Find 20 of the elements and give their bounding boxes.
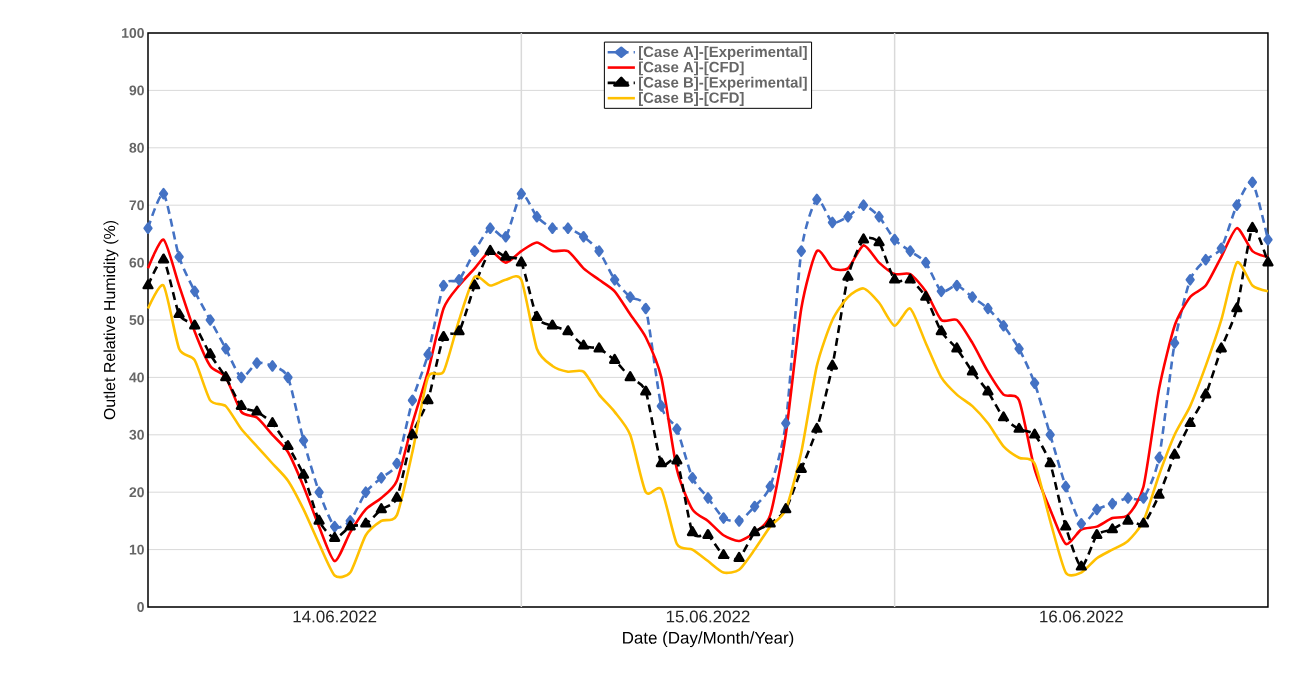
y-tick-label: 100 bbox=[122, 28, 144, 38]
y-tick-label: 0 bbox=[137, 602, 144, 612]
x-tick-label: 15.06.2022 bbox=[666, 610, 750, 623]
x-tick-label: 16.06.2022 bbox=[1040, 610, 1123, 623]
x-tick-label: 14.06.2022 bbox=[293, 610, 377, 623]
legend-label: [Case B]-[Experimental] bbox=[639, 76, 807, 91]
y-tick-label: 30 bbox=[129, 429, 144, 440]
legend-label: [Case B]-[CFD] bbox=[639, 92, 744, 106]
y-tick-label: 40 bbox=[129, 372, 144, 383]
y-tick-label: 80 bbox=[129, 142, 144, 153]
x-axis-title: Date (Day/Month/Year) bbox=[623, 631, 794, 648]
y-tick-label: 50 bbox=[129, 315, 144, 325]
y-tick-label: 10 bbox=[129, 544, 144, 555]
y-tick-label: 60 bbox=[129, 257, 144, 268]
y-tick-label: 90 bbox=[129, 85, 144, 96]
legend-label: [Case A]-[Experimental] bbox=[639, 46, 807, 61]
y-axis-title: Outlet Relative Humidity (%) bbox=[103, 220, 119, 420]
y-tick-label: 20 bbox=[129, 487, 144, 498]
legend-label: [Case A]-[CFD] bbox=[639, 61, 744, 76]
y-tick-label: 70 bbox=[129, 200, 144, 211]
